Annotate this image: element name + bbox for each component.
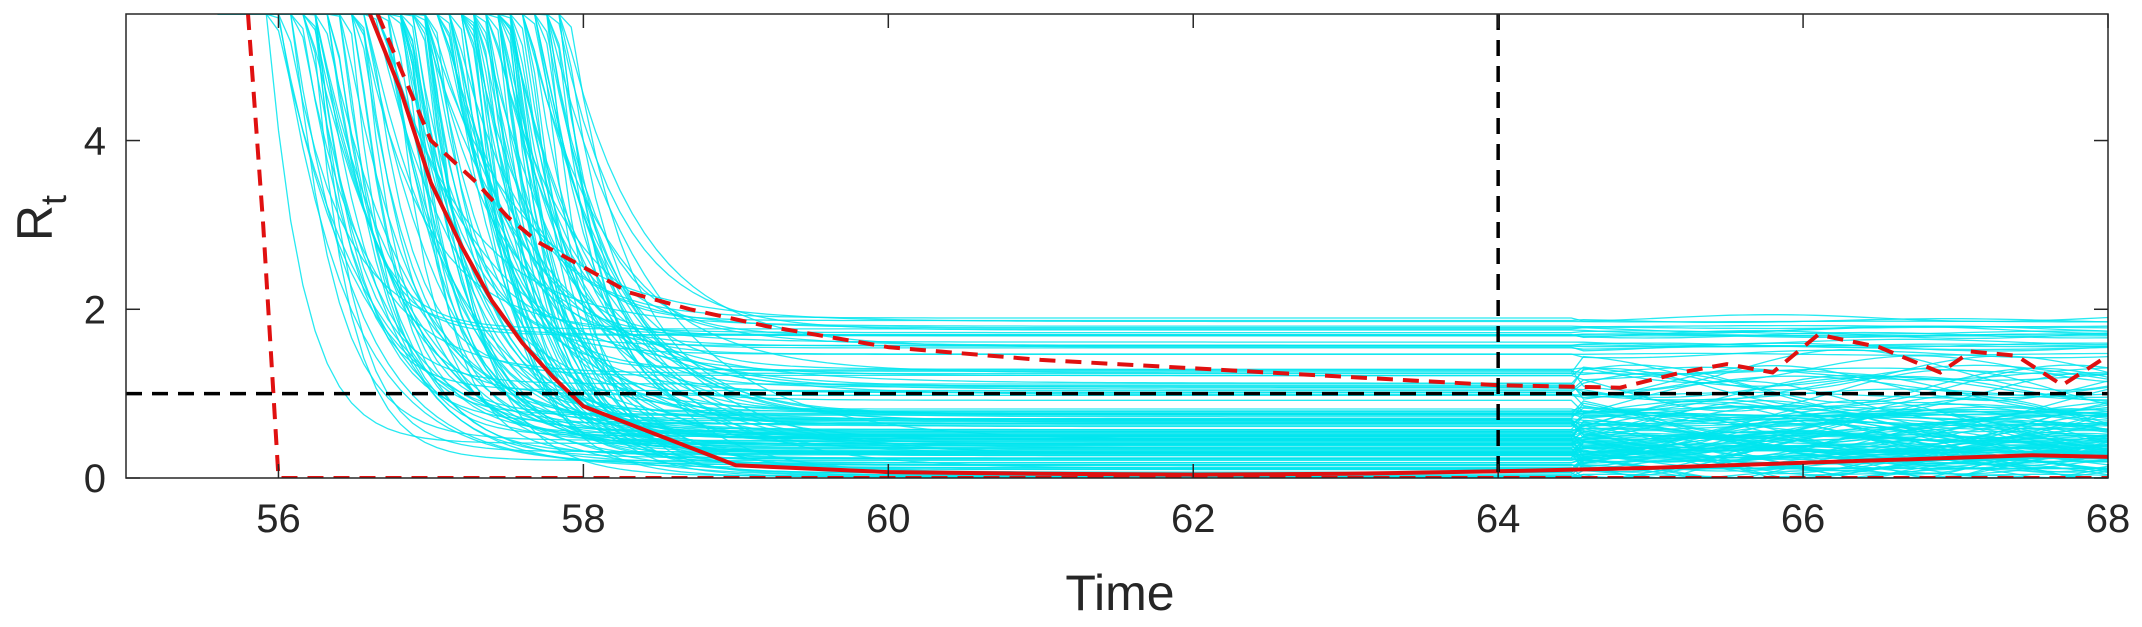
- ensemble-line: [217, 14, 2108, 396]
- reference-lines: [126, 14, 2108, 478]
- ensemble-line: [217, 14, 2108, 351]
- bound-line: [375, 14, 2108, 390]
- x-axis-label: Time: [1065, 565, 1174, 621]
- x-tick-label: 66: [1781, 497, 1826, 541]
- x-tick-label: 62: [1171, 497, 1216, 541]
- ensemble-line: [217, 14, 2108, 413]
- ensemble-line: [217, 14, 2108, 453]
- ensemble-line: [217, 14, 2108, 470]
- x-tick-label: 64: [1476, 497, 1521, 541]
- ensemble-line: [217, 14, 2108, 441]
- ensemble-line: [217, 14, 2108, 442]
- ensemble-line: [217, 14, 2108, 337]
- ensemble-line: [217, 14, 2108, 411]
- ensemble-line: [217, 14, 2108, 412]
- ensemble-line: [217, 14, 2108, 387]
- ticks: 56 58 60 62 64 66 68 0 2 4: [84, 14, 2131, 541]
- ensemble-line: [217, 14, 2108, 330]
- y-tick-label: 0: [84, 457, 106, 501]
- x-tick-label: 68: [2086, 497, 2131, 541]
- ensemble-line: [217, 14, 2108, 465]
- ensemble-line: [217, 14, 2108, 335]
- ensemble-line: [217, 14, 2108, 399]
- plot-frame: [125, 13, 2109, 479]
- ensemble-line: [217, 14, 2108, 453]
- ensemble-line: [217, 14, 2108, 352]
- ensemble-line: [217, 14, 2108, 478]
- ensemble-line: [217, 14, 2108, 450]
- series-layer: [246, 14, 2108, 478]
- y-tick-label: 4: [84, 120, 106, 164]
- ensemble-line: [217, 14, 2108, 471]
- ensemble-line: [217, 14, 2108, 359]
- axes-frame: [125, 13, 2109, 479]
- ensemble-line: [217, 14, 2108, 375]
- ensemble-line: [217, 14, 2108, 339]
- ensemble-line: [217, 14, 2108, 478]
- ensemble-line: [217, 14, 2108, 434]
- ensemble-line: [217, 14, 2108, 324]
- ensemble-line: [217, 14, 2108, 328]
- bound-line: [246, 14, 2108, 478]
- ensemble-line: [217, 14, 2108, 340]
- ensemble-line: [217, 14, 2108, 475]
- ensemble-line: [217, 14, 2108, 417]
- x-tick-label: 58: [561, 497, 606, 541]
- ensemble-line: [217, 14, 2108, 346]
- ensemble-trajectories: [217, 14, 2108, 478]
- y-tick-label: 2: [84, 288, 106, 332]
- y-axis-label-subscript: t: [33, 195, 74, 205]
- ensemble-line: [217, 14, 2108, 381]
- y-axis-label: Rt: [7, 195, 74, 241]
- y-axis-label-main: R: [7, 205, 63, 241]
- median-line: [368, 14, 2108, 477]
- ensemble-line: [217, 14, 2108, 403]
- x-tick-label: 56: [256, 497, 301, 541]
- ensemble-line: [217, 14, 2108, 422]
- x-tick-label: 60: [866, 497, 911, 541]
- ensemble-line: [217, 14, 2108, 478]
- ensemble-line: [217, 14, 2108, 458]
